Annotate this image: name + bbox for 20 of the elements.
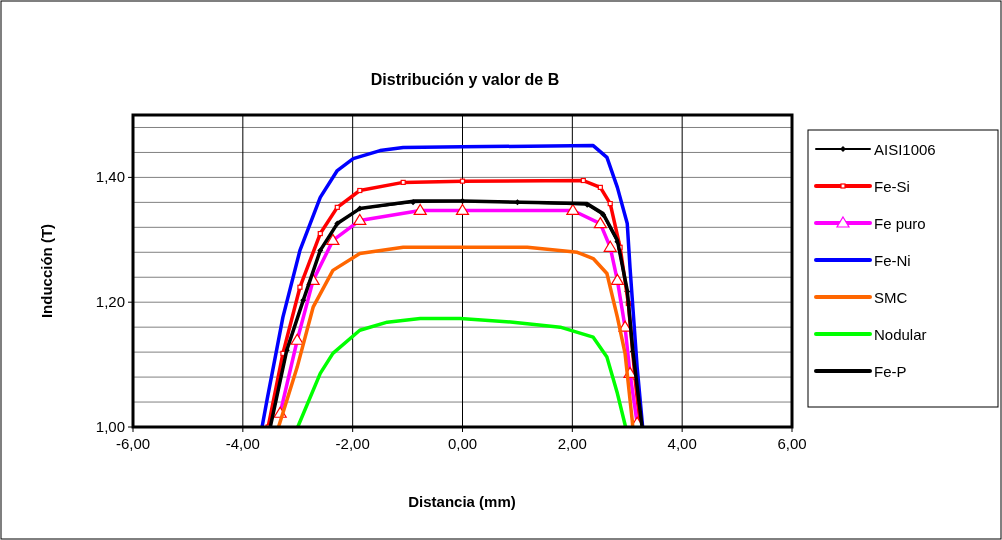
chart-title: Distribución y valor de B xyxy=(370,71,560,88)
y-tick-label: 1,40 xyxy=(95,168,125,186)
legend-label: Fe puro xyxy=(874,215,926,232)
legend-label: Nodular xyxy=(874,326,927,343)
x-tick-label: 2,00 xyxy=(557,435,587,452)
legend-label: AISI1006 xyxy=(874,141,936,158)
legend-label: Fe-P xyxy=(874,363,907,380)
legend-label: Fe-Ni xyxy=(874,252,911,269)
x-tick-label: -6,00 xyxy=(115,435,151,452)
y-tick-label: 1,00 xyxy=(95,418,125,435)
legend-label: SMC xyxy=(874,289,908,306)
x-tick-label: -4,00 xyxy=(225,435,260,452)
x-tick-label: 4,00 xyxy=(667,435,697,452)
x-tick-label: -2,00 xyxy=(335,435,370,452)
y-tick-label: 1,20 xyxy=(95,293,125,311)
legend-label: Fe-Si xyxy=(874,178,910,195)
x-tick-label: 6,00 xyxy=(777,435,807,452)
y-axis-title: Inducción (T) xyxy=(38,223,55,319)
x-axis-title: Distancia (mm) xyxy=(408,493,516,510)
x-tick-label: 0,00 xyxy=(447,435,478,452)
